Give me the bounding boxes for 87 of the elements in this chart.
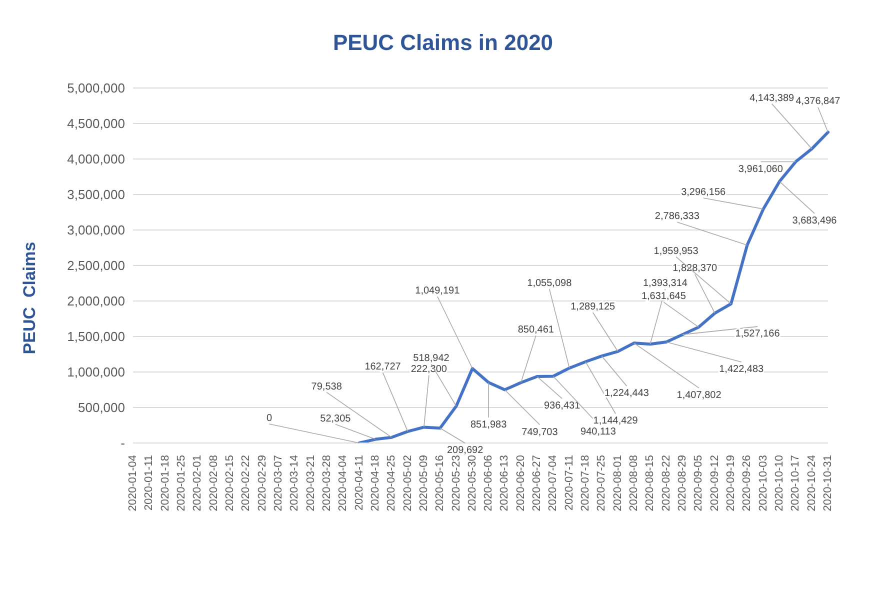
- x-tick-label: 2020-08-22: [660, 455, 672, 512]
- data-label: 1,393,314: [642, 278, 688, 290]
- x-tick-label: 2020-05-23: [450, 455, 462, 512]
- data-label: 162,727: [364, 361, 402, 372]
- y-tick-label: 1,500,000: [67, 329, 125, 344]
- x-tick-label: 2020-07-25: [596, 455, 608, 512]
- x-tick-label: 2020-02-15: [224, 455, 236, 512]
- data-label: 1,959,953: [654, 246, 699, 257]
- x-tick-label: 2020-09-19: [725, 455, 738, 512]
- data-label: 1,289,125: [570, 301, 616, 312]
- x-tick-label: 2020-03-14: [288, 455, 301, 512]
- x-tick-label: 2020-10-17: [790, 455, 802, 512]
- data-label: 940,113: [580, 426, 616, 438]
- x-tick-label: 2020-07-18: [580, 455, 592, 512]
- x-tick-label: 2020-03-21: [304, 455, 317, 512]
- x-tick-label: 2020-10-10: [774, 455, 786, 512]
- x-tick-label: 2020-08-08: [628, 455, 640, 512]
- data-label: 1,144,429: [593, 416, 638, 427]
- x-tick-label: 2020-02-22: [240, 455, 252, 512]
- x-tick-label: 2020-01-18: [159, 455, 172, 512]
- x-tick-label: 2020-02-29: [256, 455, 268, 512]
- data-label: 1,049,191: [415, 286, 460, 297]
- chart-title: PEUC Claims in 2020: [332, 30, 554, 56]
- data-label: 3,296,156: [681, 186, 726, 198]
- x-tick-label: 2020-04-18: [369, 455, 382, 512]
- x-tick-label: 2020-07-04: [547, 455, 560, 512]
- x-tick-label: 2020-02-08: [208, 455, 220, 512]
- data-label: 4,376,847: [796, 96, 841, 108]
- y-tick-label: 3,000,000: [67, 222, 125, 238]
- x-tick-label: 2020-06-13: [498, 455, 511, 512]
- x-tick-label: 2020-04-11: [353, 455, 366, 510]
- data-label: 3,683,496: [792, 215, 838, 226]
- data-label: 222,300: [410, 364, 448, 376]
- x-tick-label: 2020-05-02: [402, 455, 414, 512]
- y-tick-label: 2,500,000: [67, 258, 125, 274]
- data-label: 1,828,370: [672, 263, 718, 274]
- x-tick-label: 2020-05-16: [434, 455, 446, 512]
- x-tick-label: 2020-02-01: [192, 455, 204, 512]
- x-tick-label: 2020-03-28: [320, 455, 333, 512]
- y-tick-label: 4,000,000: [67, 152, 125, 167]
- x-tick-label: 2020-01-04: [127, 455, 139, 512]
- data-label: 936,431: [544, 400, 581, 412]
- x-tick-label: 2020-08-15: [644, 455, 656, 512]
- y-axis-title: PEUC Claims: [20, 242, 40, 354]
- data-label: 209,692: [447, 445, 484, 456]
- x-tick-label: 2020-06-06: [482, 455, 495, 512]
- y-tick-label: 500,000: [78, 400, 125, 416]
- x-tick-label: 2020-05-09: [418, 455, 430, 512]
- x-tick-label: 2020-09-05: [692, 455, 705, 512]
- x-tick-label: 2020-09-12: [708, 455, 721, 512]
- x-tick-label: 2020-06-27: [531, 455, 544, 512]
- x-tick-label: 2020-09-26: [741, 455, 754, 512]
- x-tick-label: 2020-01-11: [143, 455, 156, 510]
- y-tick-label: 3,500,000: [67, 187, 125, 202]
- data-label: 3,961,060: [738, 164, 784, 175]
- y-tick-label: -: [120, 436, 125, 451]
- x-tick-label: 2020-10-03: [757, 455, 770, 512]
- data-label: 1,407,802: [676, 390, 722, 402]
- data-label: 851,983: [470, 420, 508, 431]
- y-tick-label: 1,000,000: [67, 364, 125, 380]
- data-label: 52,305: [320, 413, 352, 424]
- data-label: 1,055,098: [527, 278, 572, 290]
- x-tick-label: 2020-01-25: [175, 455, 188, 512]
- data-label: 850,461: [518, 324, 554, 336]
- x-tick-label: 2020-10-24: [806, 455, 818, 512]
- data-label: 1,422,483: [719, 364, 764, 376]
- y-tick-label: 5,000,000: [67, 80, 125, 96]
- x-tick-label: 2020-04-25: [386, 455, 398, 512]
- x-tick-label: 2020-10-31: [822, 455, 834, 512]
- x-tick-label: 2020-08-01: [612, 455, 624, 512]
- x-tick-label: 2020-08-29: [676, 455, 689, 512]
- x-tick-label: 2020-07-11: [563, 455, 576, 510]
- x-tick-label: 2020-03-07: [272, 455, 284, 512]
- x-tick-label: 2020-05-30: [466, 455, 478, 512]
- data-label: 1,527,166: [735, 328, 780, 340]
- data-label: 2,786,333: [654, 211, 700, 222]
- data-label: 749,703: [522, 426, 558, 438]
- data-label: 0: [266, 413, 272, 424]
- y-tick-label: 2,000,000: [67, 294, 125, 309]
- data-label: 518,942: [413, 353, 450, 364]
- data-label: 4,143,389: [750, 92, 795, 104]
- data-label: 1,224,443: [604, 388, 650, 400]
- y-tick-label: 4,500,000: [67, 116, 125, 132]
- data-label: 1,631,645: [641, 291, 686, 302]
- x-tick-label: 2020-06-20: [514, 455, 527, 512]
- x-tick-label: 2020-04-04: [337, 455, 350, 512]
- data-label: 79,538: [311, 381, 342, 392]
